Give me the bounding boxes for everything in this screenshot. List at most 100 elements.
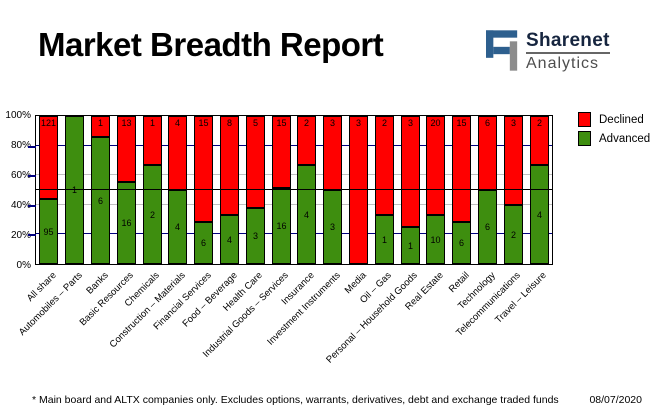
- declined-value-label: 5: [252, 118, 258, 128]
- declined-value-label: 6: [484, 118, 490, 128]
- y-tick-mark: [28, 234, 36, 237]
- declined-value-label: 15: [198, 118, 209, 128]
- declined-swatch-icon: [578, 112, 591, 127]
- bar-advanced-13: 1: [375, 215, 394, 264]
- advanced-value-label: 6: [200, 238, 206, 248]
- declined-value-label: 2: [381, 118, 387, 128]
- chart-legend: Declined Advanced: [578, 112, 650, 150]
- bar-declined-0: 121: [39, 116, 58, 199]
- gridline-60pct: [36, 174, 552, 176]
- y-tick-label: 0%: [16, 260, 31, 271]
- legend-item-advanced: Advanced: [578, 131, 650, 146]
- advanced-value-label: 6: [458, 238, 464, 248]
- bar-declined-6: 15: [194, 116, 213, 222]
- logo-brand: Sharenet: [526, 30, 610, 54]
- bar-advanced-14: 1: [401, 227, 420, 264]
- gridline-80pct: [36, 144, 552, 146]
- declined-value-label: 20: [430, 118, 441, 128]
- advanced-value-label: 4: [226, 234, 232, 245]
- bar-advanced-9: 16: [272, 188, 291, 264]
- report-date: 08/07/2020: [589, 394, 642, 406]
- advanced-value-label: 1: [381, 234, 387, 245]
- bar-declined-7: 8: [220, 116, 239, 215]
- legend-label-declined: Declined: [599, 113, 644, 126]
- advanced-value-label: 16: [121, 218, 132, 228]
- fifty-percent-reference-line: [36, 189, 552, 190]
- bar-declined-12: 3: [349, 116, 368, 264]
- bar-advanced-10: 4: [297, 165, 316, 264]
- advanced-swatch-icon: [578, 131, 591, 146]
- logo-text: Sharenet Analytics: [526, 30, 610, 74]
- y-tick-mark: [28, 145, 36, 148]
- advanced-value-label: 10: [430, 234, 441, 245]
- bar-declined-4: 1: [143, 116, 162, 165]
- chart-plot-area: 121 95 1 1 6 13 16 1 2 4 4 15 6 8 4 5 3 15 16 2 4 3 3 3 2 1 3 1 20 10…: [35, 115, 553, 265]
- bar-declined-18: 3: [504, 116, 523, 205]
- y-tick-label: 60%: [10, 170, 31, 181]
- y-tick-label: 80%: [10, 140, 31, 151]
- bar-declined-8: 5: [246, 116, 265, 208]
- bar-advanced-16: 6: [452, 222, 471, 264]
- declined-value-label: 3: [355, 118, 361, 128]
- bar-declined-14: 3: [401, 116, 420, 227]
- advanced-value-label: 6: [484, 222, 490, 232]
- bar-advanced-3: 16: [117, 182, 136, 264]
- page-title: Market Breadth Report: [38, 26, 384, 63]
- y-tick-label: 40%: [10, 200, 31, 211]
- declined-value-label: 8: [226, 118, 232, 128]
- advanced-value-label: 6: [97, 195, 103, 206]
- bar-advanced-15: 10: [426, 215, 445, 264]
- bar-advanced-1: 1: [65, 116, 84, 264]
- bar-declined-16: 15: [452, 116, 471, 222]
- declined-value-label: 13: [121, 118, 132, 128]
- bar-advanced-2: 6: [91, 137, 110, 264]
- bar-advanced-4: 2: [143, 165, 162, 264]
- bar-advanced-0: 95: [39, 199, 58, 264]
- bar-advanced-11: 3: [323, 190, 342, 264]
- bar-advanced-5: 4: [168, 190, 187, 264]
- gridline-20pct: [36, 233, 552, 235]
- advanced-value-label: 4: [536, 209, 542, 220]
- logo-subtitle: Analytics: [526, 55, 600, 72]
- bar-declined-5: 4: [168, 116, 187, 190]
- sharenet-logo: Sharenet Analytics: [486, 30, 610, 74]
- advanced-value-label: 2: [510, 229, 516, 240]
- y-tick-mark: [28, 204, 36, 207]
- declined-value-label: 2: [536, 118, 542, 128]
- advanced-value-label: 95: [43, 226, 54, 237]
- bar-declined-3: 13: [117, 116, 136, 182]
- y-tick-label: 100%: [5, 110, 31, 121]
- declined-value-label: 121: [40, 118, 57, 128]
- advanced-value-label: 4: [303, 209, 309, 220]
- advanced-value-label: 1: [71, 185, 77, 195]
- advanced-value-label: 1: [407, 240, 413, 251]
- advanced-value-label: 16: [276, 221, 287, 231]
- legend-item-declined: Declined: [578, 112, 650, 127]
- bar-advanced-6: 6: [194, 222, 213, 264]
- declined-value-label: 2: [303, 118, 309, 128]
- bar-advanced-18: 2: [504, 205, 523, 264]
- bar-declined-19: 2: [530, 116, 549, 165]
- bar-declined-2: 1: [91, 116, 110, 137]
- bar-advanced-19: 4: [530, 165, 549, 264]
- bar-declined-17: 6: [478, 116, 497, 190]
- advanced-value-label: 4: [174, 222, 180, 232]
- declined-value-label: 15: [276, 118, 287, 128]
- declined-value-label: 1: [97, 118, 103, 128]
- declined-value-label: 3: [510, 118, 516, 128]
- bar-declined-11: 3: [323, 116, 342, 190]
- bar-declined-9: 15: [272, 116, 291, 188]
- y-tick-mark: [28, 175, 36, 178]
- bar-declined-10: 2: [297, 116, 316, 165]
- legend-label-advanced: Advanced: [599, 132, 651, 145]
- bar-advanced-8: 3: [246, 208, 265, 264]
- bar-declined-15: 20: [426, 116, 445, 215]
- declined-value-label: 15: [456, 118, 467, 128]
- declined-value-label: 4: [174, 118, 180, 128]
- declined-value-label: 3: [329, 118, 335, 128]
- bar-advanced-7: 4: [220, 215, 239, 264]
- bar-advanced-17: 6: [478, 190, 497, 264]
- advanced-value-label: 3: [252, 231, 258, 241]
- bar-declined-13: 2: [375, 116, 394, 215]
